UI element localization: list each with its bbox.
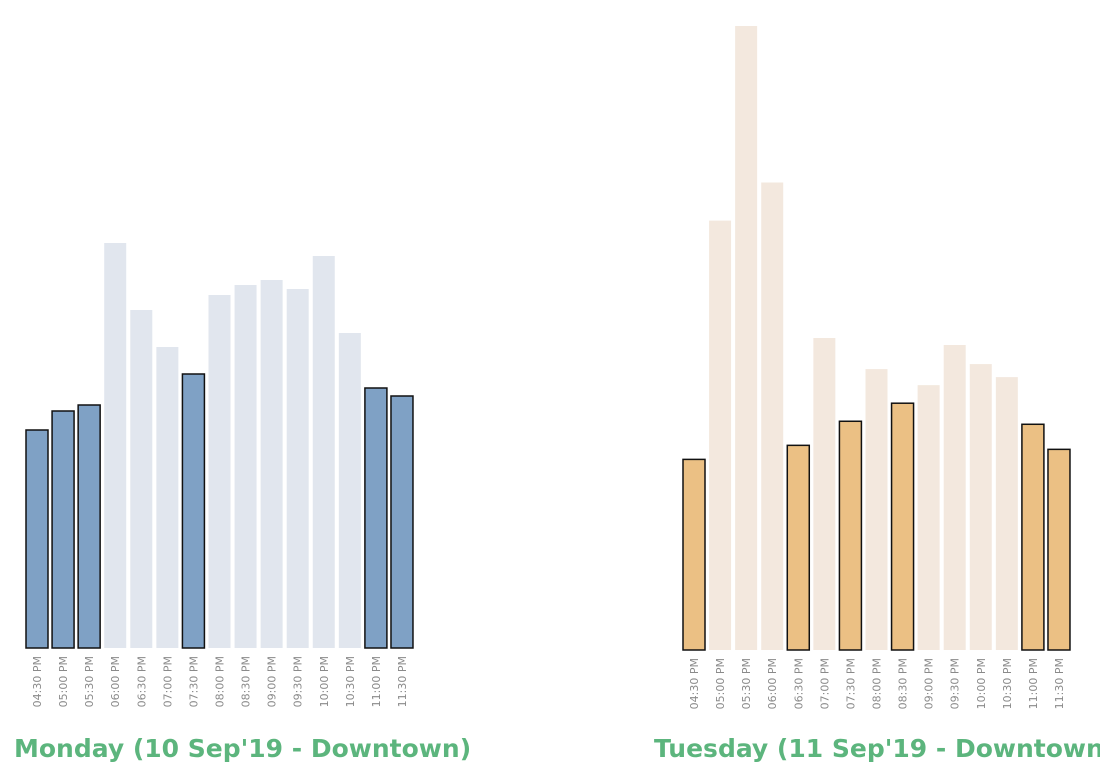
bar-tuesday-11[interactable] — [969, 364, 992, 650]
chart-title-tuesday: Tuesday (11 Sep'19 - Downtown) — [654, 734, 1100, 763]
x-tick-label-tuesday-6: 07:30 PM — [844, 658, 857, 709]
x-tick-label-tuesday-12: 10:30 PM — [1001, 658, 1014, 709]
x-tick-label-tuesday-5: 07:00 PM — [818, 658, 831, 709]
x-tick-label-monday-1: 05:00 PM — [57, 656, 70, 707]
bar-tuesday-6[interactable] — [838, 420, 863, 651]
bar-monday-5[interactable] — [156, 347, 179, 648]
x-tick-label-monday-5: 07:00 PM — [161, 656, 174, 707]
bar-monday-13[interactable] — [364, 387, 388, 649]
x-tick-label-monday-13: 11:00 PM — [370, 656, 383, 707]
x-tick-label-monday-4: 06:30 PM — [135, 656, 148, 707]
bar-monday-8[interactable] — [234, 285, 257, 648]
x-tick-label-tuesday-2: 05:30 PM — [740, 658, 753, 709]
chart-tuesday: 04:30 PM 05:00 PM 05:30 PM 06:00 PM 06:30 PM… — [682, 25, 1071, 709]
x-tick-label-tuesday-13: 11:00 PM — [1027, 658, 1040, 709]
x-tick-label-monday-12: 10:30 PM — [344, 656, 357, 707]
bar-monday-9[interactable] — [260, 280, 283, 648]
x-tick-label-tuesday-9: 09:00 PM — [923, 658, 936, 709]
x-tick-label-tuesday-3: 06:00 PM — [766, 658, 779, 709]
x-tick-label-monday-7: 08:00 PM — [213, 656, 226, 707]
x-tick-label-tuesday-11: 10:00 PM — [975, 658, 988, 709]
x-tick-label-tuesday-10: 09:30 PM — [949, 658, 962, 709]
bar-monday-0[interactable] — [25, 429, 49, 649]
x-tick-label-monday-6: 07:30 PM — [187, 656, 200, 707]
x-tick-label-monday-3: 06:00 PM — [109, 656, 122, 707]
bar-monday-6[interactable] — [181, 373, 206, 649]
x-tick-label-tuesday-0: 04:30 PM — [688, 658, 701, 709]
bar-tuesday-7[interactable] — [865, 369, 888, 650]
x-tick-label-monday-9: 09:00 PM — [266, 656, 279, 707]
bar-tuesday-9[interactable] — [917, 385, 940, 650]
bar-tuesday-8[interactable] — [890, 402, 915, 651]
bar-tuesday-5[interactable] — [813, 337, 836, 650]
bar-monday-11[interactable] — [312, 256, 335, 648]
bar-monday-12[interactable] — [338, 333, 361, 648]
bar-monday-2[interactable] — [77, 404, 101, 649]
x-tick-label-tuesday-14: 11:30 PM — [1053, 658, 1066, 709]
bar-tuesday-12[interactable] — [995, 377, 1018, 650]
bar-monday-14[interactable] — [390, 395, 414, 649]
chart-monday: 04:30 PM 05:00 PM 05:30 PM 06:00 PM 06:30 PM… — [25, 243, 414, 707]
bar-monday-4[interactable] — [130, 310, 153, 648]
x-tick-label-monday-11: 10:00 PM — [318, 656, 331, 707]
bar-tuesday-1[interactable] — [709, 220, 732, 650]
bar-tuesday-3[interactable] — [761, 182, 784, 651]
bar-monday-10[interactable] — [286, 289, 309, 648]
x-tick-label-tuesday-7: 08:00 PM — [870, 658, 883, 709]
x-tick-label-tuesday-4: 06:30 PM — [792, 658, 805, 709]
bar-tuesday-10[interactable] — [943, 345, 966, 650]
bar-tuesday-14[interactable] — [1047, 448, 1071, 651]
x-tick-label-monday-8: 08:30 PM — [240, 656, 253, 707]
bar-monday-3[interactable] — [104, 243, 127, 648]
bar-monday-7[interactable] — [208, 295, 231, 648]
x-tick-label-monday-14: 11:30 PM — [396, 656, 409, 707]
x-tick-label-tuesday-8: 08:30 PM — [897, 658, 910, 709]
bar-tuesday-0[interactable] — [682, 458, 706, 651]
bar-tuesday-13[interactable] — [1021, 423, 1045, 651]
bar-monday-1[interactable] — [51, 410, 75, 649]
x-tick-label-monday-0: 04:30 PM — [31, 656, 44, 707]
x-tick-label-monday-2: 05:30 PM — [83, 656, 96, 707]
x-tick-label-tuesday-1: 05:00 PM — [714, 658, 727, 709]
x-tick-label-monday-10: 09:30 PM — [292, 656, 305, 707]
bar-tuesday-2[interactable] — [735, 25, 758, 651]
chart-title-monday: Monday (10 Sep'19 - Downtown) — [14, 734, 472, 763]
bar-tuesday-4[interactable] — [786, 444, 811, 651]
